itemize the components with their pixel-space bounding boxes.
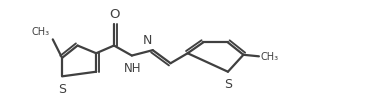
Text: CH₃: CH₃	[32, 27, 50, 37]
Text: NH: NH	[124, 62, 141, 75]
Text: CH₃: CH₃	[261, 52, 279, 62]
Text: N: N	[142, 34, 152, 47]
Text: O: O	[109, 8, 120, 21]
Text: S: S	[224, 78, 232, 91]
Text: S: S	[58, 82, 66, 95]
